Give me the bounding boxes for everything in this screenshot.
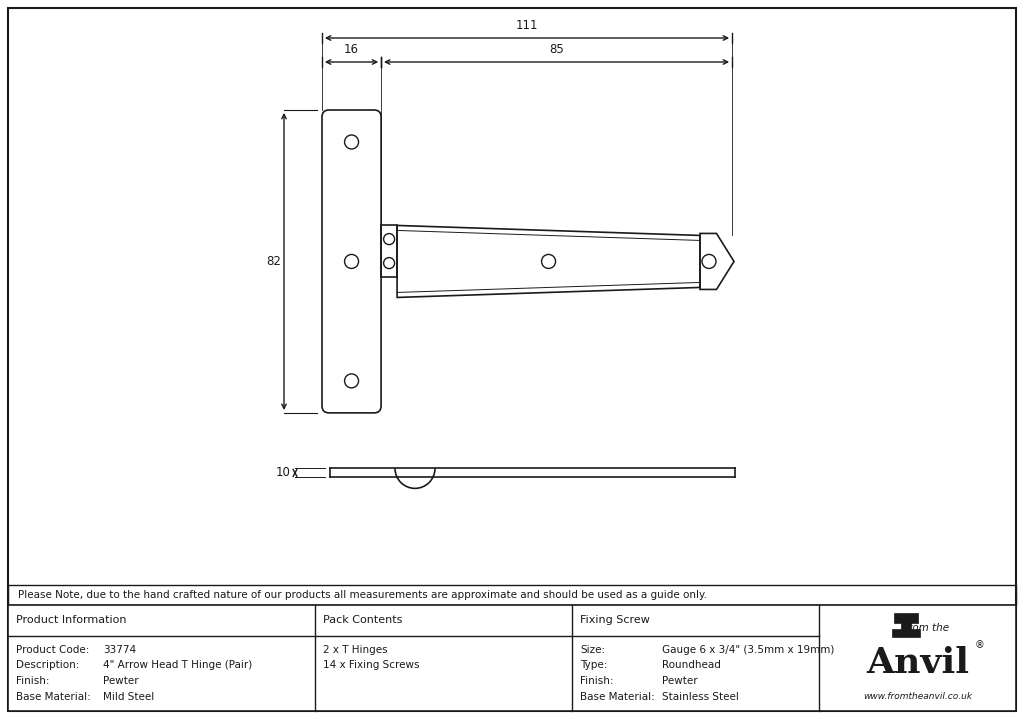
Text: 4" Arrow Head T Hinge (Pair): 4" Arrow Head T Hinge (Pair) [103, 661, 252, 670]
Text: 10: 10 [275, 467, 291, 480]
Text: Pewter: Pewter [663, 677, 698, 687]
Text: Pewter: Pewter [103, 677, 138, 687]
Text: Gauge 6 x 3/4" (3.5mm x 19mm): Gauge 6 x 3/4" (3.5mm x 19mm) [663, 644, 835, 654]
Text: Fixing Screw: Fixing Screw [581, 615, 650, 625]
Text: Pack Contents: Pack Contents [324, 615, 402, 625]
Text: Stainless Steel: Stainless Steel [663, 692, 739, 702]
Text: 14 x Fixing Screws: 14 x Fixing Screws [324, 661, 420, 670]
Text: Anvil: Anvil [866, 646, 970, 680]
Text: From the: From the [902, 623, 949, 633]
Text: Description:: Description: [16, 661, 80, 670]
Text: Base Material:: Base Material: [16, 692, 91, 702]
Text: Finish:: Finish: [581, 677, 614, 687]
Text: Type:: Type: [581, 661, 608, 670]
Text: Product Code:: Product Code: [16, 644, 89, 654]
Text: Finish:: Finish: [16, 677, 49, 687]
Text: Product Information: Product Information [16, 615, 127, 625]
Text: Roundhead: Roundhead [663, 661, 721, 670]
Text: 16: 16 [344, 43, 359, 56]
Bar [894, 613, 918, 623]
Text: 2 x T Hinges: 2 x T Hinges [324, 644, 388, 654]
Text: 85: 85 [549, 43, 564, 56]
Text: Please Note, due to the hand crafted nature of our products all measurements are: Please Note, due to the hand crafted nat… [18, 590, 707, 600]
Bar [892, 629, 920, 637]
Text: 82: 82 [266, 255, 282, 268]
Bar [8, 585, 1016, 605]
Text: Mild Steel: Mild Steel [103, 692, 155, 702]
Text: www.fromtheanvil.co.uk: www.fromtheanvil.co.uk [863, 692, 972, 701]
Bar [381, 225, 397, 277]
Text: Size:: Size: [581, 644, 605, 654]
Bar [8, 605, 1016, 711]
Text: 111: 111 [516, 19, 539, 32]
Text: ®: ® [975, 641, 985, 650]
Bar [901, 623, 910, 629]
Text: Base Material:: Base Material: [581, 692, 655, 702]
Text: 33774: 33774 [103, 644, 136, 654]
